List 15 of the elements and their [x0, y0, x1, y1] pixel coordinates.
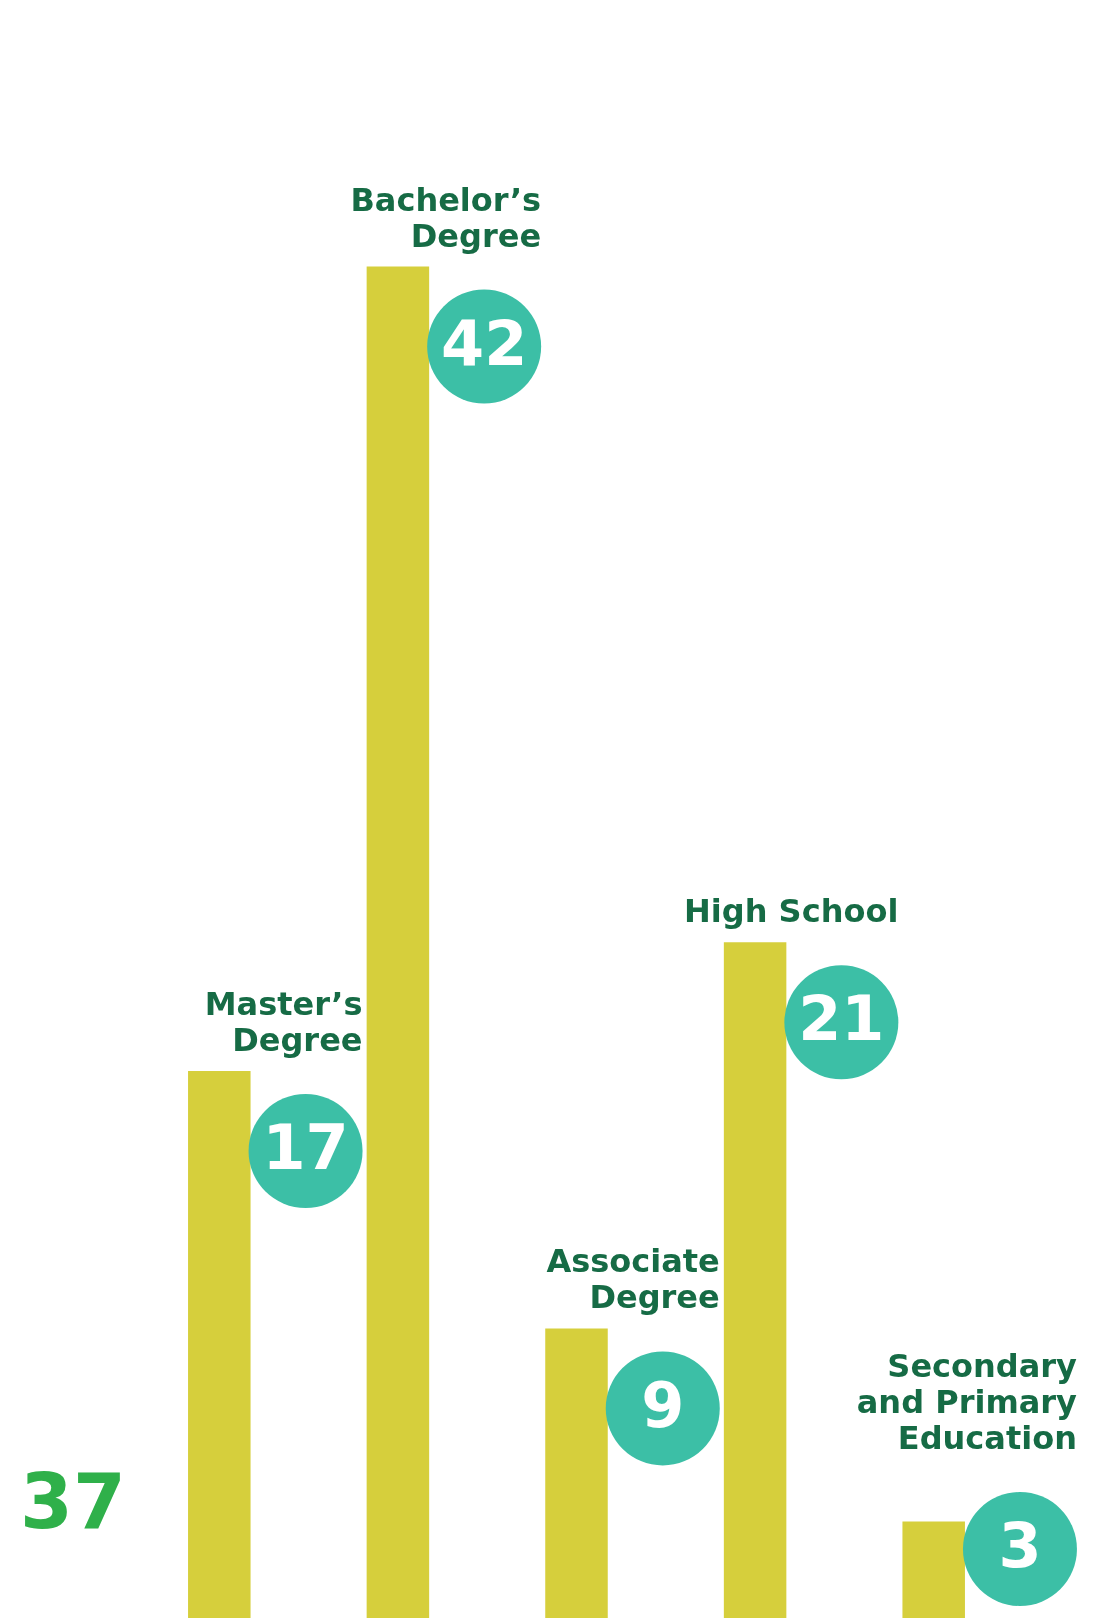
bar [545, 1328, 608, 1618]
x-tick-label: Secondary and Primary Education [856, 1347, 1078, 1457]
bar [366, 266, 430, 1618]
bar [723, 942, 787, 1618]
x-tick-label: Associate Degree [546, 1242, 720, 1317]
x-tick-label: Bachelor’s Degree [350, 180, 542, 255]
data-label: 9 [641, 1368, 685, 1442]
x-tick-label: Master’s Degree [204, 984, 363, 1059]
data-label: 21 [798, 982, 885, 1056]
data-label: 42 [441, 306, 528, 380]
text: 37 [20, 1457, 126, 1546]
data-label: 3 [998, 1509, 1042, 1583]
data-label: 17 [262, 1111, 349, 1185]
x-tick-label: High School [684, 892, 899, 931]
bar [188, 1070, 251, 1618]
